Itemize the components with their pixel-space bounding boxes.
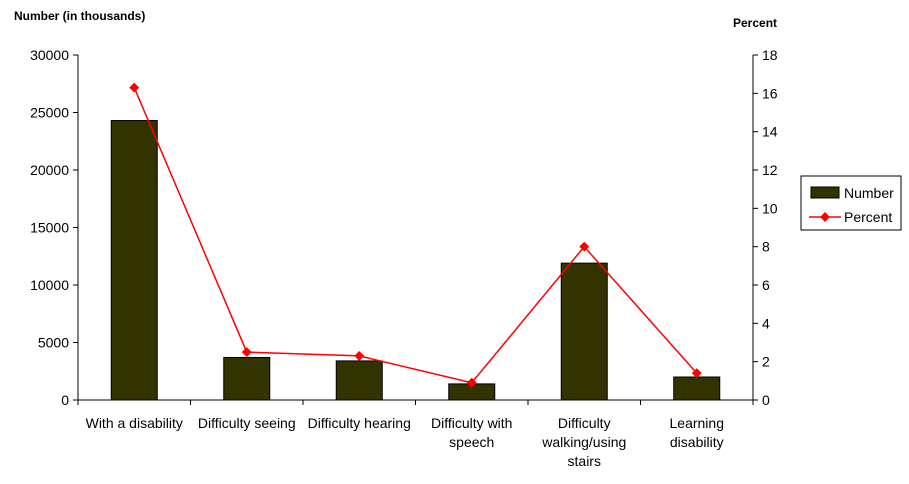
bar-number bbox=[110, 120, 158, 401]
left-tick-label: 10000 bbox=[30, 277, 69, 293]
percent-line bbox=[133, 87, 698, 384]
category-label: With a disability bbox=[86, 415, 183, 431]
right-tick-label: 12 bbox=[762, 162, 778, 178]
right-axis-title: Percent bbox=[733, 16, 777, 30]
left-tick-label: 20000 bbox=[30, 162, 69, 178]
legend-percent-label: Percent bbox=[844, 209, 892, 225]
right-tick-label: 14 bbox=[762, 124, 778, 140]
right-tick-label: 18 bbox=[762, 47, 778, 63]
left-tick-label: 30000 bbox=[30, 47, 69, 63]
bar-number bbox=[335, 360, 383, 401]
right-tick-label: 6 bbox=[762, 277, 770, 293]
left-axis-title: Number (in thousands) bbox=[14, 9, 145, 23]
legend-number-label: Number bbox=[844, 185, 894, 201]
category-label: Difficulty seeing bbox=[198, 415, 296, 431]
legend-percent-marker bbox=[820, 212, 830, 222]
category-label: Difficulty hearing bbox=[308, 415, 411, 431]
percent-marker bbox=[241, 347, 252, 358]
bar-number bbox=[223, 356, 271, 401]
right-tick-label: 2 bbox=[762, 354, 770, 370]
category-label: Difficulty bbox=[558, 415, 611, 431]
category-label: disability bbox=[670, 434, 724, 450]
percent-marker bbox=[691, 368, 702, 379]
legend: Number Percent bbox=[800, 175, 902, 231]
category-label: stairs bbox=[568, 453, 601, 469]
bar-number bbox=[560, 262, 608, 401]
legend-number-swatch bbox=[810, 186, 840, 199]
left-tick-label: 0 bbox=[61, 392, 69, 408]
left-tick-label: 25000 bbox=[30, 105, 69, 121]
bar-number bbox=[673, 376, 721, 401]
category-label: Difficulty with bbox=[431, 415, 512, 431]
percent-marker bbox=[466, 377, 477, 388]
left-tick-label: 15000 bbox=[30, 220, 69, 236]
percent-marker bbox=[129, 82, 140, 93]
category-label: speech bbox=[449, 434, 494, 450]
percent-marker bbox=[354, 350, 365, 361]
right-tick-label: 4 bbox=[762, 315, 770, 331]
left-tick-label: 5000 bbox=[38, 335, 69, 351]
plot-area: 0 5000 10000 15000 20000 25000 30000 0 2 4 6 8 10 12 1… bbox=[30, 47, 778, 469]
right-tick-label: 16 bbox=[762, 85, 778, 101]
right-tick-label: 0 bbox=[762, 392, 770, 408]
percent-marker bbox=[579, 241, 590, 252]
right-tick-label: 10 bbox=[762, 200, 778, 216]
legend-box bbox=[800, 175, 902, 231]
right-tick-label: 8 bbox=[762, 239, 770, 255]
category-label: walking/using bbox=[541, 434, 626, 450]
category-label: Learning bbox=[670, 415, 725, 431]
